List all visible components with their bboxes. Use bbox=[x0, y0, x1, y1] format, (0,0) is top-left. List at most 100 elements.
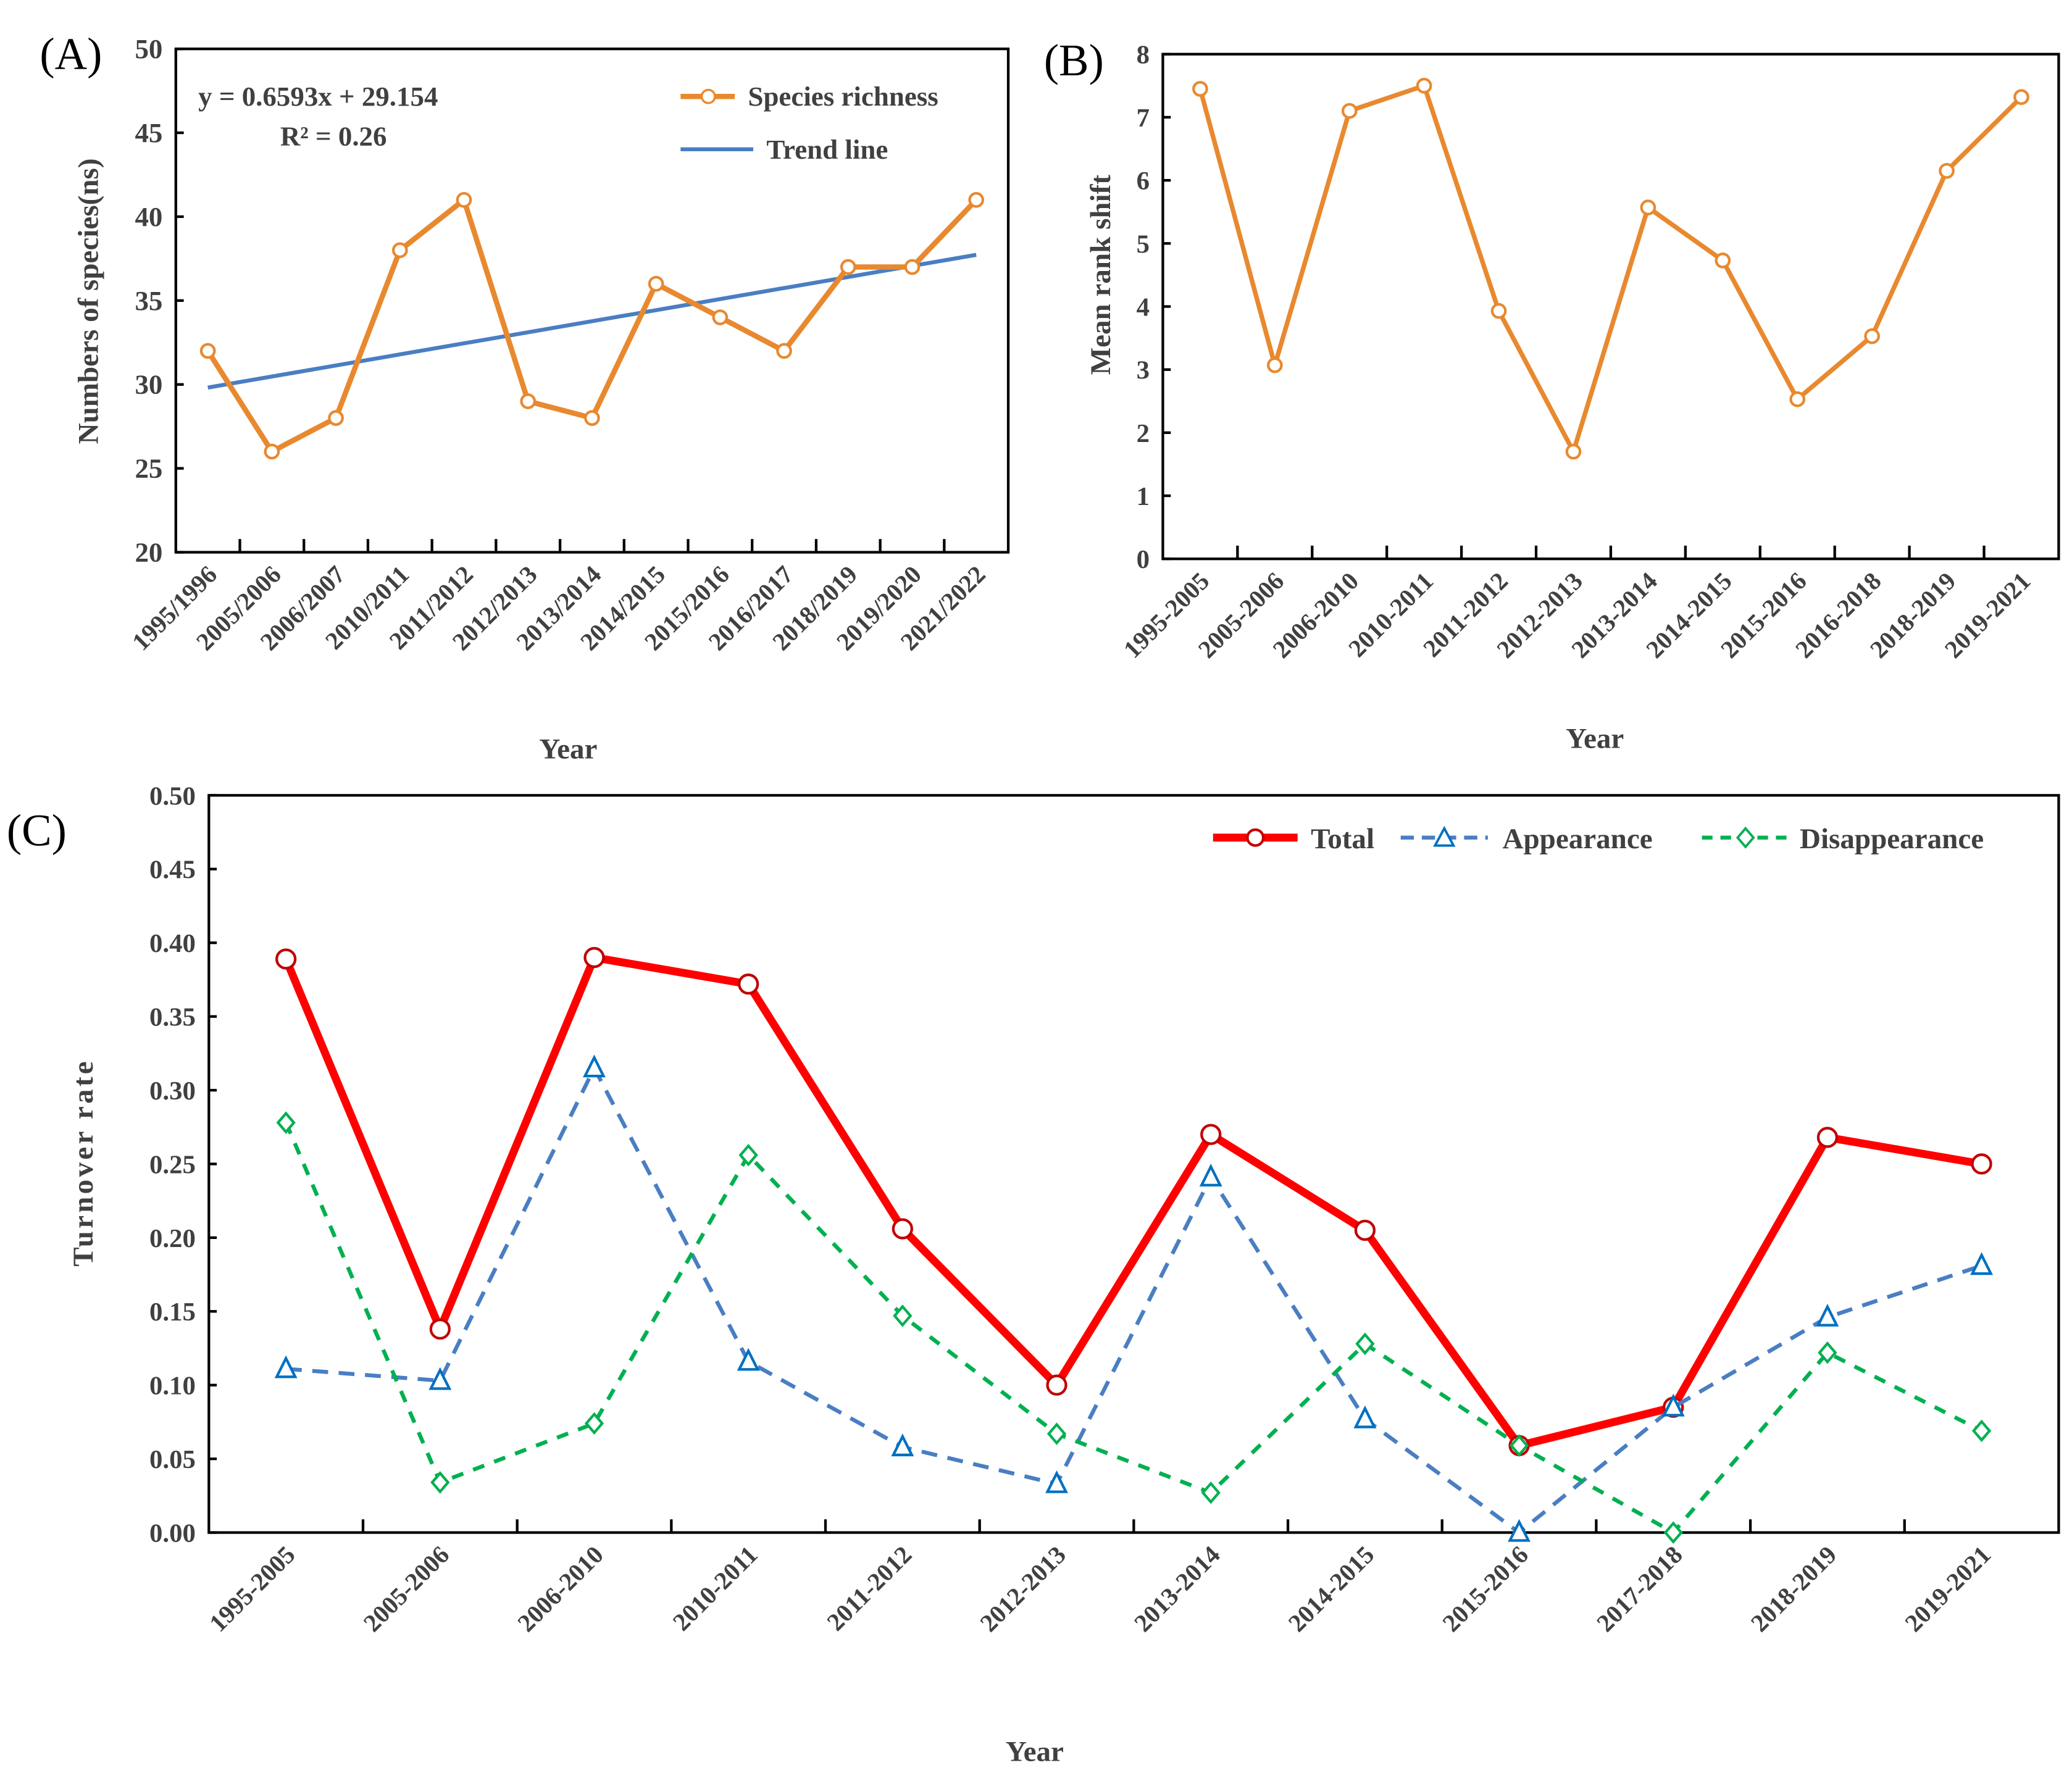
legend-trend-line-label: Trend line bbox=[766, 134, 888, 165]
legend-appearance-marker bbox=[1433, 825, 1456, 847]
appearance-point bbox=[1508, 1519, 1531, 1542]
mean-rank-shift-point bbox=[1341, 102, 1358, 119]
panel-a-y-tick-label: 20 bbox=[135, 537, 162, 568]
disappearance-point bbox=[1201, 1481, 1221, 1504]
panel-c-x-tick-label: 2017-2018 bbox=[1591, 1541, 1687, 1637]
panel-b-plot-area bbox=[1161, 52, 2060, 561]
panel-c-y-tick-label: 0.25 bbox=[149, 1150, 196, 1179]
panel-b-y-tick-label: 5 bbox=[1137, 230, 1150, 259]
panel-b-y-tick-label: 1 bbox=[1137, 482, 1150, 511]
panel-a-y-tick-label: 25 bbox=[135, 453, 162, 484]
trend-equation: y = 0.6593x + 29.154 bbox=[198, 81, 438, 112]
disappearance-point bbox=[893, 1304, 913, 1327]
mean-rank-shift-point bbox=[1416, 77, 1432, 94]
panel-a-label: (A) bbox=[40, 28, 102, 78]
panel-a-y-tick-label: 50 bbox=[135, 33, 162, 64]
species-richness-point bbox=[199, 343, 216, 359]
appearance-point bbox=[737, 1348, 760, 1371]
appearance-point bbox=[1970, 1252, 1994, 1275]
panel-c-y-tick-label: 0.35 bbox=[149, 1003, 196, 1032]
mean-rank-shift-point bbox=[1939, 162, 1955, 179]
panel-b-y-tick-label: 3 bbox=[1137, 356, 1150, 385]
legend-species-richness-marker bbox=[700, 88, 716, 104]
panel-c-y-tick-label: 0.20 bbox=[149, 1224, 196, 1253]
panel-a-legend: Species richness Trend line bbox=[680, 81, 938, 165]
disappearance-point bbox=[1046, 1422, 1067, 1445]
trend-line bbox=[207, 252, 977, 390]
panel-c-y-tick-label: 0.00 bbox=[149, 1519, 196, 1548]
panel-b-label: (B) bbox=[1044, 35, 1104, 85]
total-point bbox=[892, 1218, 913, 1240]
disappearance-point bbox=[1971, 1419, 1992, 1442]
total-point bbox=[429, 1318, 451, 1340]
panel-b-x-axis-title: Year bbox=[1566, 722, 1624, 754]
panel-c-x-tick-label: 1995-2005 bbox=[204, 1541, 300, 1637]
legend-disappearance-marker bbox=[1736, 826, 1755, 849]
total-point bbox=[1971, 1153, 1992, 1175]
panel-c-y-axis-title: Turnover rate bbox=[67, 1059, 99, 1267]
disappearance-point bbox=[1818, 1341, 1837, 1364]
panel-a: (A) Year Numbers of species(ns) y = 0.65… bbox=[40, 28, 1010, 765]
panel-a-y-tick-label: 35 bbox=[135, 285, 162, 316]
disappearance-point bbox=[1355, 1332, 1375, 1356]
panel-a-y-tick-label: 40 bbox=[135, 201, 162, 232]
panel-c-y-tick-label: 0.30 bbox=[149, 1077, 196, 1106]
appearance-point bbox=[1045, 1470, 1068, 1493]
total-series-line bbox=[282, 953, 1982, 1450]
panel-c-legend: Total Appearance Disappearance bbox=[1213, 823, 1984, 855]
panel-b-y-tick-label: 6 bbox=[1137, 167, 1150, 196]
panel-c-x-tick-label: 2013-2014 bbox=[1129, 1541, 1225, 1637]
panel-b-y-tick-label: 7 bbox=[1137, 104, 1150, 133]
total-point bbox=[1354, 1219, 1376, 1241]
panel-a-y-tick-label: 45 bbox=[135, 117, 162, 148]
mean-rank-shift-series-line bbox=[1198, 83, 2023, 454]
panel-b-y-tick-label: 4 bbox=[1137, 293, 1150, 322]
mean-rank-shift-point bbox=[2013, 89, 2029, 106]
disappearance-point bbox=[276, 1111, 296, 1134]
legend-total-marker bbox=[1246, 828, 1265, 847]
panel-c-x-tick-label: 2019-2021 bbox=[1900, 1541, 1996, 1637]
species-richness-point bbox=[904, 259, 921, 275]
panel-b: (B) Year Mean rank shift 0123456781995-2… bbox=[1044, 35, 2060, 754]
total-point bbox=[1816, 1127, 1839, 1148]
panel-c-x-tick-label: 2005-2006 bbox=[358, 1541, 454, 1637]
mean-rank-shift-point bbox=[1715, 252, 1731, 269]
panel-c-x-tick-label: 2018-2019 bbox=[1745, 1541, 1842, 1637]
panel-c-x-tick-label: 2010-2011 bbox=[667, 1541, 763, 1637]
appearance-point bbox=[583, 1054, 606, 1078]
total-point bbox=[275, 948, 297, 970]
panel-a-x-axis-title: Year bbox=[539, 733, 597, 765]
legend-appearance-label: Appearance bbox=[1502, 823, 1652, 855]
legend-species-richness-label: Species richness bbox=[748, 81, 938, 112]
species-richness-point bbox=[520, 393, 537, 409]
species-richness-point bbox=[264, 443, 280, 460]
mean-rank-shift-point bbox=[1640, 199, 1656, 215]
legend-disappearance-label: Disappearance bbox=[1800, 823, 1984, 855]
panel-c-y-tick-label: 0.05 bbox=[149, 1445, 196, 1474]
panel-c-y-tick-label: 0.40 bbox=[149, 929, 196, 958]
species-richness-point bbox=[776, 343, 792, 359]
mean-rank-shift-point bbox=[1266, 357, 1283, 373]
panel-b-y-tick-label: 2 bbox=[1137, 419, 1150, 448]
appearance-point bbox=[428, 1367, 452, 1390]
panel-c-y-tick-label: 0.10 bbox=[149, 1372, 196, 1401]
trend-r-squared: R² = 0.26 bbox=[280, 120, 387, 151]
species-richness-point bbox=[968, 191, 985, 208]
disappearance-point bbox=[1509, 1434, 1529, 1457]
disappearance-point bbox=[1663, 1521, 1683, 1544]
panel-a-y-axis-title: Numbers of species(ns) bbox=[73, 158, 105, 444]
appearance-point bbox=[1661, 1393, 1685, 1417]
mean-rank-shift-point bbox=[1565, 443, 1582, 460]
disappearance-point bbox=[584, 1412, 604, 1435]
mean-rank-shift-point bbox=[1490, 302, 1507, 319]
total-point bbox=[583, 946, 605, 969]
panel-c-label: (C) bbox=[7, 806, 67, 856]
panel-c-y-tick-label: 0.45 bbox=[149, 856, 196, 885]
species-richness-point bbox=[840, 259, 856, 275]
mean-rank-shift-point bbox=[1789, 391, 1806, 407]
total-point bbox=[738, 973, 759, 995]
species-richness-point bbox=[584, 410, 600, 426]
appearance-series-line bbox=[285, 1066, 1982, 1535]
appearance-point bbox=[891, 1433, 914, 1456]
